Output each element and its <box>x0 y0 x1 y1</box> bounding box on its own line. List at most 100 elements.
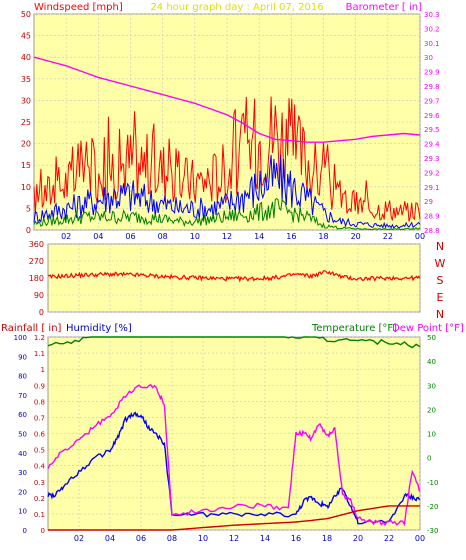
rain-x-tick-label: 00 <box>415 534 425 543</box>
wind-left-tick-label: 10 <box>21 183 31 192</box>
compass-label: E <box>437 291 444 304</box>
rain-x-tick-label: 04 <box>105 534 115 543</box>
direction-panel-series <box>47 270 421 283</box>
barometer-tick-label: 28.8 <box>424 227 440 235</box>
humidity-tick-label: 100 <box>14 334 27 342</box>
direction-tick-label: 0 <box>39 308 44 317</box>
series-rainfall <box>48 505 420 531</box>
temperature-tick-label: 10 <box>427 431 436 439</box>
rain-panel-grid <box>48 336 421 531</box>
rain-tick-label: 0.8 <box>34 398 45 406</box>
temperature-tick-label: -30 <box>427 527 438 535</box>
wind-series-barometer <box>33 56 421 143</box>
rain-tick-label: 1 <box>41 366 45 374</box>
compass-label: S <box>437 274 444 287</box>
barometer-tick-label: 30.2 <box>424 25 440 33</box>
barometer-tick-label: 29.7 <box>424 97 440 105</box>
humidity-tick-label: 60 <box>18 411 27 419</box>
wind-panel-ticks: 0 5 10 15 20 25 30 35 40 45 50 28.8 28.9 29 29.1 29.2 29… <box>21 10 440 241</box>
rain-panel-ticks: 0 0.1 0.2 0.3 0.4 0.5 0.6 0.7 0.8 0.9 1 1.1 1.2 0 10 20… <box>14 334 439 543</box>
rain-tick-label: 1.1 <box>34 350 45 358</box>
wind-x-tick-label: 10 <box>190 232 200 241</box>
humidity-tick-label: 20 <box>18 488 27 496</box>
direction-tick-label: 360 <box>29 240 44 249</box>
rain-tick-label: 0.1 <box>34 511 45 519</box>
barometer-tick-label: 29.6 <box>424 112 440 120</box>
barometer-tick-label: 29.9 <box>424 69 440 77</box>
rain-tick-label: 0.6 <box>34 431 46 439</box>
direction-tick-label: 90 <box>34 291 44 300</box>
wind-x-tick-label: 06 <box>125 232 135 241</box>
rain-x-tick-label: 22 <box>384 534 394 543</box>
wind-left-tick-label: 35 <box>21 75 31 84</box>
barometer-tick-label: 29.2 <box>424 169 440 177</box>
temperature-tick-label: 30 <box>427 382 436 390</box>
series-humidity <box>47 411 420 525</box>
series-dew-point <box>47 383 421 527</box>
rain-x-tick-label: 10 <box>198 534 208 543</box>
humidity-tick-label: 90 <box>18 353 27 361</box>
wind-direction-line <box>47 270 421 283</box>
rain-tick-label: 0 <box>41 527 45 535</box>
rain-tick-label: 0.2 <box>34 495 45 503</box>
barometer-tick-label: 29.5 <box>424 126 440 134</box>
rain-x-tick-label: 06 <box>136 534 146 543</box>
wind-left-tick-label: 40 <box>21 53 31 62</box>
wind-x-tick-label: 22 <box>383 232 393 241</box>
rain-left-axis-label: Rainfall [ in] <box>1 323 62 334</box>
compass-label: N <box>436 240 444 253</box>
rain-tick-label: 0.9 <box>34 382 45 390</box>
humidity-tick-label: 30 <box>18 469 27 477</box>
wind-x-tick-label: 08 <box>158 232 168 241</box>
humidity-tick-label: 70 <box>18 392 27 400</box>
direction-tick-label: 180 <box>29 274 44 283</box>
wind-x-tick-label: 18 <box>318 232 328 241</box>
rain-x-tick-label: 12 <box>229 534 239 543</box>
wind-x-tick-label: 02 <box>61 232 71 241</box>
rain-tick-label: 0.3 <box>34 479 45 487</box>
barometer-tick-label: 29.1 <box>424 184 440 192</box>
wind-left-axis-label: Windspeed [mph] <box>34 2 123 13</box>
rain-tick-label: 0.5 <box>34 447 45 455</box>
rain-x-tick-label: 02 <box>74 534 84 543</box>
wind-series-windspeed-min <box>33 198 421 231</box>
barometer-tick-label: 30 <box>424 54 433 62</box>
rain-x-tick-label: 08 <box>167 534 177 543</box>
barometer-tick-label: 29.8 <box>424 83 440 91</box>
humidity-tick-label: 40 <box>18 450 27 458</box>
wind-left-tick-label: 45 <box>21 32 31 41</box>
rain-tick-label: 0.4 <box>34 463 46 471</box>
wind-x-tick-label: 04 <box>93 232 103 241</box>
wind-x-tick-label: 12 <box>222 232 232 241</box>
temperature-tick-label: 50 <box>427 334 436 342</box>
direction-tick-label: 270 <box>29 257 44 266</box>
temperature-tick-label: 40 <box>427 358 436 366</box>
rain-x-tick-label: 14 <box>260 534 270 543</box>
barometer-tick-label: 29 <box>424 198 433 206</box>
wind-panel-series <box>33 56 421 231</box>
wind-left-tick-label: 50 <box>21 10 31 19</box>
barometer-tick-label: 28.9 <box>424 213 440 221</box>
temperature-tick-label: -10 <box>427 479 438 487</box>
humidity-tick-label: 50 <box>18 431 27 439</box>
series-temperature <box>47 336 421 349</box>
humidity-tick-label: 0 <box>23 527 27 535</box>
wind-right-axis-label: Barometer [ in] <box>346 2 422 13</box>
rain-tick-label: 0.7 <box>34 414 45 422</box>
wind-panel-grid <box>34 13 421 231</box>
barometer-tick-label: 30.1 <box>424 40 440 48</box>
rain-x-tick-label: 20 <box>353 534 363 543</box>
temperature-tick-label: 0 <box>427 455 431 463</box>
dew-point-axis-label: Dew Point [°F] <box>392 323 464 334</box>
wind-left-tick-label: 30 <box>21 96 31 105</box>
rain-x-tick-label: 18 <box>322 534 332 543</box>
wind-series-windspeed-avg <box>33 154 421 229</box>
wind-left-tick-label: 5 <box>26 204 31 213</box>
temperature-tick-label: 20 <box>427 406 436 414</box>
wind-x-tick-label: 20 <box>351 232 361 241</box>
barometer-tick-label: 30.3 <box>424 11 440 19</box>
barometer-tick-label: 29.4 <box>424 141 440 149</box>
